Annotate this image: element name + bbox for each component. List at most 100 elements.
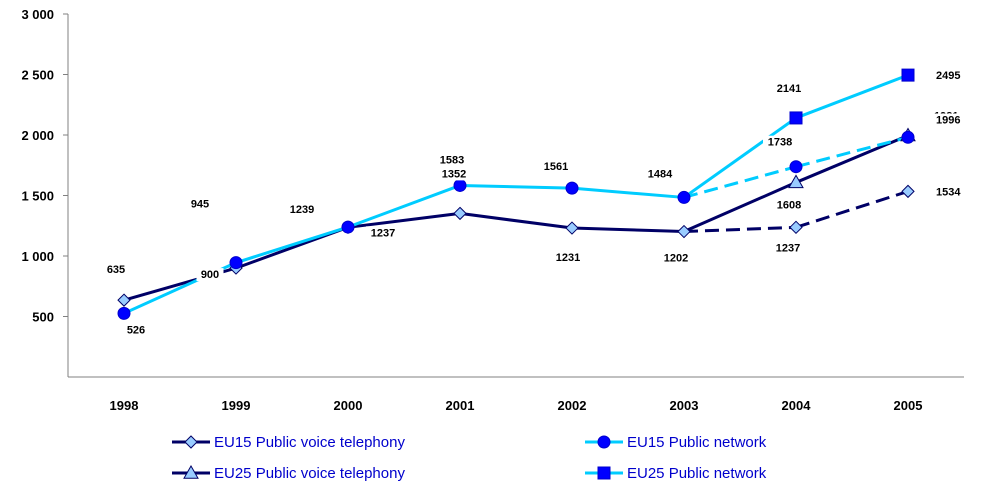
y-tick-label: 500 — [32, 310, 54, 325]
data-label: 1231 — [556, 252, 580, 264]
series-point — [117, 293, 131, 307]
data-label-bg — [437, 167, 471, 181]
x-tick-label: 2002 — [558, 398, 587, 413]
series-point — [788, 174, 804, 189]
series-point — [453, 178, 467, 192]
data-label: 1608 — [777, 199, 801, 211]
series-point — [117, 306, 131, 320]
series-line-segment — [347, 211, 461, 229]
data-label-bg — [551, 251, 585, 265]
series-line-segment — [795, 73, 909, 120]
data-label: 1996 — [936, 114, 960, 126]
x-tick-label: 1999 — [222, 398, 251, 413]
series-line-segment — [683, 116, 797, 199]
data-label: 1237 — [371, 227, 395, 239]
y-tick-label: 2 500 — [21, 68, 54, 83]
series-point — [789, 111, 803, 125]
legend-swatch-marker — [183, 464, 199, 479]
legend-label: EU25 Public network — [627, 465, 767, 482]
data-label: 1561 — [544, 161, 568, 173]
data-label-bg — [196, 268, 224, 282]
data-label-bg — [366, 226, 400, 240]
data-label-bg — [933, 185, 967, 199]
data-label: 635 — [107, 264, 125, 276]
data-label-bg — [186, 197, 214, 211]
legend-label: EU15 Public network — [627, 434, 767, 451]
series-point — [789, 160, 803, 174]
series-line-segment — [683, 165, 797, 199]
data-label-bg — [643, 167, 677, 181]
data-label: 526 — [127, 324, 145, 336]
x-tick-label: 2005 — [894, 398, 923, 413]
y-tick-label: 1 500 — [21, 189, 54, 204]
data-label-bg — [933, 113, 967, 127]
series-point — [677, 224, 691, 239]
series-point — [901, 184, 915, 199]
x-tick-label: 2001 — [446, 398, 475, 413]
series-line-segment — [459, 183, 573, 190]
data-label-bg — [435, 153, 469, 167]
series-point — [565, 181, 579, 195]
legend-swatch-marker — [184, 435, 198, 449]
series-point — [901, 68, 915, 82]
data-label: 945 — [191, 199, 209, 211]
legend-item: EU15 Public voice telephony — [172, 434, 405, 451]
data-label: 900 — [201, 269, 219, 281]
data-label: 1237 — [776, 242, 800, 254]
data-label-bg — [763, 135, 797, 149]
series-point — [565, 221, 579, 235]
axes: 500 1 000 1 500 2 000 2 500 3 000 1998 1999 2000… — [21, 7, 964, 413]
y-tick-label: 2 000 — [21, 128, 54, 143]
x-tick-label: 2003 — [670, 398, 699, 413]
data-label-bg — [102, 263, 130, 277]
legend-item: EU15 Public network — [585, 434, 767, 451]
series-line-segment — [795, 135, 909, 169]
data-label: 1583 — [440, 154, 464, 166]
data-label: 2495 — [936, 70, 960, 82]
data-label-bg — [285, 203, 319, 217]
data-label-bg — [772, 198, 806, 212]
data-label: 1738 — [768, 137, 792, 149]
data-label-bg — [659, 251, 693, 265]
series-point — [453, 206, 467, 221]
series-line-segment — [795, 134, 909, 184]
series-point — [341, 220, 355, 234]
data-label: 1239 — [290, 204, 314, 216]
legend: EU15 Public voice telephony EU15 Public n… — [172, 434, 767, 482]
series-line-segment — [571, 226, 685, 234]
series-line-segment — [571, 186, 685, 199]
x-tick-label: 2000 — [334, 398, 363, 413]
y-tick-label: 1 000 — [21, 249, 54, 264]
data-label-bg — [933, 69, 967, 83]
legend-label: EU15 Public voice telephony — [214, 434, 405, 451]
legend-item: EU25 Public voice telephony — [172, 464, 405, 482]
series-point — [229, 256, 243, 270]
series-point — [677, 190, 691, 204]
x-tick-label: 1998 — [110, 398, 139, 413]
series-point — [901, 130, 915, 144]
legend-swatch-marker — [597, 466, 611, 480]
series-line-segment — [683, 181, 797, 233]
series-line-segment — [347, 184, 461, 229]
data-label: 1202 — [664, 253, 688, 265]
data-labels: 635 900 1237 1352 1231 1202 1237 1534 526 945 1239… — [102, 69, 967, 337]
data-label-bg — [539, 160, 573, 174]
data-label: 1484 — [648, 168, 673, 180]
series-line-segment — [235, 225, 349, 265]
series-line-segment — [683, 225, 797, 234]
data-label-bg — [771, 241, 805, 255]
legend-item: EU25 Public network — [585, 465, 767, 482]
plot-area — [117, 68, 916, 320]
data-label: 1352 — [442, 168, 466, 180]
data-label-bg — [122, 323, 150, 337]
data-label: 2141 — [777, 83, 801, 95]
data-label: 1534 — [936, 186, 961, 198]
x-tick-label: 2004 — [782, 398, 812, 413]
legend-label: EU25 Public voice telephony — [214, 465, 405, 482]
legend-swatch-marker — [597, 435, 611, 449]
series-line-segment — [459, 211, 573, 230]
series-line-segment — [795, 189, 909, 229]
data-label-bg — [772, 81, 806, 95]
y-tick-label: 3 000 — [21, 7, 54, 22]
